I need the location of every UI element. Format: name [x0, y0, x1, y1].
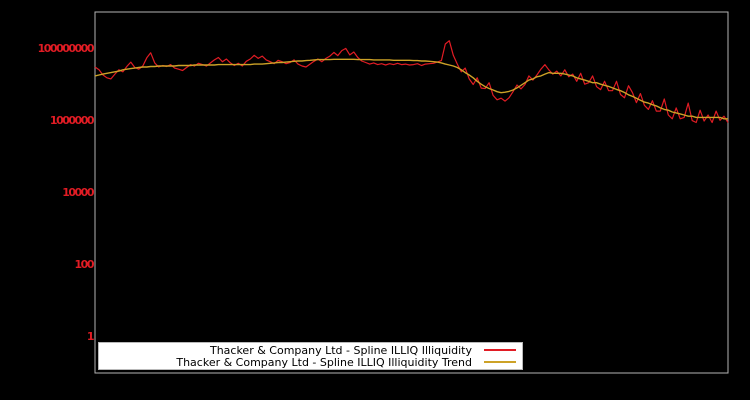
legend-label-trend: Thacker & Company Ltd - Spline ILLIQ Ill…	[176, 355, 472, 369]
y-tick-label: 10000	[62, 186, 94, 199]
y-tick-label: 1	[86, 330, 95, 344]
trend-series-line	[94, 58, 728, 120]
y-tick-label: 100	[74, 258, 95, 272]
plot-border	[94, 11, 729, 374]
legend-item-illiquidity: Thacker & Company Ltd - Spline ILLIQ Ill…	[103, 343, 518, 357]
legend: Thacker & Company Ltd - Spline ILLIQ Ill…	[98, 342, 523, 370]
legend-item-trend: Thacker & Company Ltd - Spline ILLIQ Ill…	[103, 355, 518, 369]
legend-label-illiquidity: Thacker & Company Ltd - Spline ILLIQ Ill…	[209, 343, 472, 357]
y-tick-label: 100000000	[37, 41, 95, 55]
illiquidity-series-line	[94, 40, 729, 124]
legend-line-sample-trend	[484, 361, 516, 363]
legend-line-sample-illiquidity	[484, 349, 516, 351]
y-tick-label: 1000000	[49, 113, 95, 127]
